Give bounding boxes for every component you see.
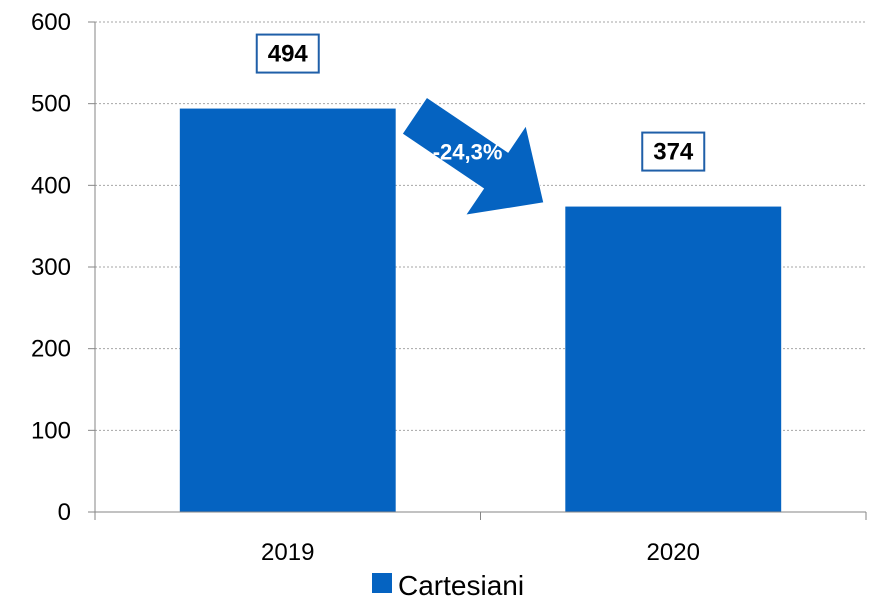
y-tick-label: 400 <box>31 172 71 199</box>
data-label-box <box>255 33 320 74</box>
data-label-box <box>641 131 706 172</box>
legend-label: Cartesiani <box>398 570 524 600</box>
y-axis: 0 100 200 300 400 500 600 <box>31 9 96 526</box>
change-arrow: -24,3% <box>401 96 545 216</box>
y-tick-label: 200 <box>31 336 71 363</box>
y-tick-label: 500 <box>31 91 71 118</box>
data-labels: 494 374 <box>255 33 706 172</box>
data-label: 374 <box>653 139 694 166</box>
x-axis: 2019 2020 <box>94 511 867 566</box>
x-tick-label: 2019 <box>261 539 314 566</box>
x-tick-label: 2020 <box>647 539 700 566</box>
y-tick-label: 300 <box>31 254 71 281</box>
legend-swatch <box>372 573 392 593</box>
y-tick-label: 100 <box>31 417 71 444</box>
down-right-arrow-icon <box>401 96 545 216</box>
bars <box>179 108 782 513</box>
data-label: 494 <box>268 41 309 68</box>
y-tick-label: 0 <box>58 499 71 526</box>
legend: Cartesiani <box>372 570 524 600</box>
y-tick-label: 600 <box>31 9 71 36</box>
change-annotation: -24,3% <box>433 139 503 164</box>
bar-2019 <box>179 108 396 513</box>
bar-2020 <box>565 206 782 513</box>
